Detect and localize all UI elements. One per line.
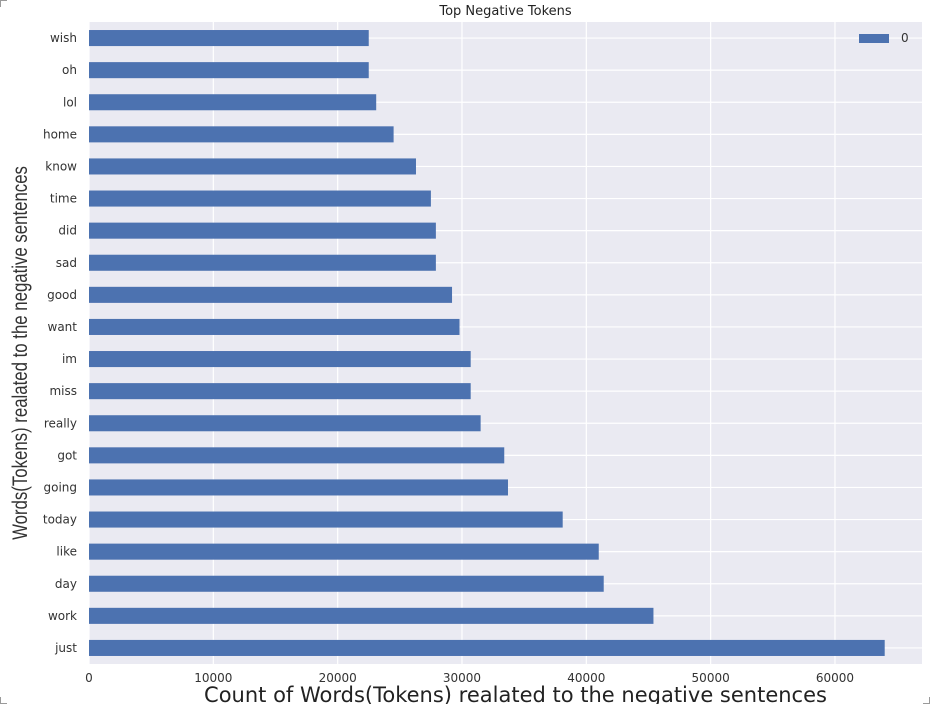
- y-tick-label: know: [45, 159, 77, 173]
- y-tick-label: work: [48, 609, 77, 623]
- y-tick-label: really: [44, 416, 77, 430]
- y-tick-label: wish: [50, 31, 77, 45]
- bar-day: [89, 575, 604, 592]
- bar-going: [89, 479, 508, 496]
- legend: 0: [859, 31, 909, 45]
- chart-title: Top Negative Tokens: [438, 4, 572, 19]
- y-tick-label: want: [48, 320, 78, 334]
- y-tick-label: today: [43, 513, 77, 527]
- bar-want: [89, 318, 460, 335]
- bar-home: [89, 126, 394, 143]
- legend-label: 0: [901, 31, 909, 45]
- bar-just: [89, 639, 885, 656]
- x-tick-label: 50000: [692, 671, 730, 685]
- y-tick-label: going: [43, 480, 77, 494]
- x-tick-label: 30000: [443, 671, 481, 685]
- bar-really: [89, 415, 481, 432]
- y-tick-label: like: [56, 545, 77, 559]
- x-tick-label: 10000: [194, 671, 232, 685]
- x-tick-label: 60000: [816, 671, 854, 685]
- y-tick-label: did: [58, 224, 77, 238]
- y-tick-labels: just work day like today going got really miss im…: [43, 31, 77, 655]
- x-tick-label: 40000: [567, 671, 605, 685]
- y-axis-label: Words(Tokens) realated to the negative s…: [9, 166, 32, 540]
- y-tick-label: lol: [63, 95, 77, 109]
- bar-work: [89, 607, 654, 624]
- y-tick-label: miss: [49, 384, 77, 398]
- x-tick-label: 0: [85, 671, 93, 685]
- x-axis-label: Count of Words(Tokens) realated to the n…: [204, 683, 827, 704]
- y-tick-label: sad: [56, 256, 77, 270]
- bar-wish: [89, 30, 369, 47]
- y-tick-label: good: [47, 288, 77, 302]
- bar-today: [89, 511, 563, 528]
- bar-good: [89, 286, 453, 303]
- frame-corner-top-left: [0, 0, 7, 7]
- x-tick-labels: 0 10000 20000 30000 40000 50000 60000: [85, 671, 854, 685]
- y-tick-label: just: [54, 641, 77, 655]
- bar-lol: [89, 94, 377, 111]
- bar-time: [89, 190, 431, 207]
- bar-know: [89, 158, 416, 175]
- x-tick-label: 20000: [319, 671, 357, 685]
- y-tick-label: time: [50, 192, 77, 206]
- bar-did: [89, 222, 436, 239]
- y-tick-label: home: [43, 127, 77, 141]
- legend-swatch: [859, 34, 889, 43]
- plot-area: [89, 22, 922, 664]
- bar-sad: [89, 254, 436, 271]
- bar-oh: [89, 62, 369, 79]
- y-tick-label: im: [62, 352, 77, 366]
- bars: [89, 30, 885, 656]
- bar-got: [89, 447, 505, 464]
- bar-im: [89, 351, 471, 368]
- y-tick-label: oh: [62, 63, 77, 77]
- bar-like: [89, 543, 599, 560]
- bar-miss: [89, 383, 471, 400]
- y-tick-label: day: [55, 577, 77, 591]
- y-tick-label: got: [57, 448, 77, 462]
